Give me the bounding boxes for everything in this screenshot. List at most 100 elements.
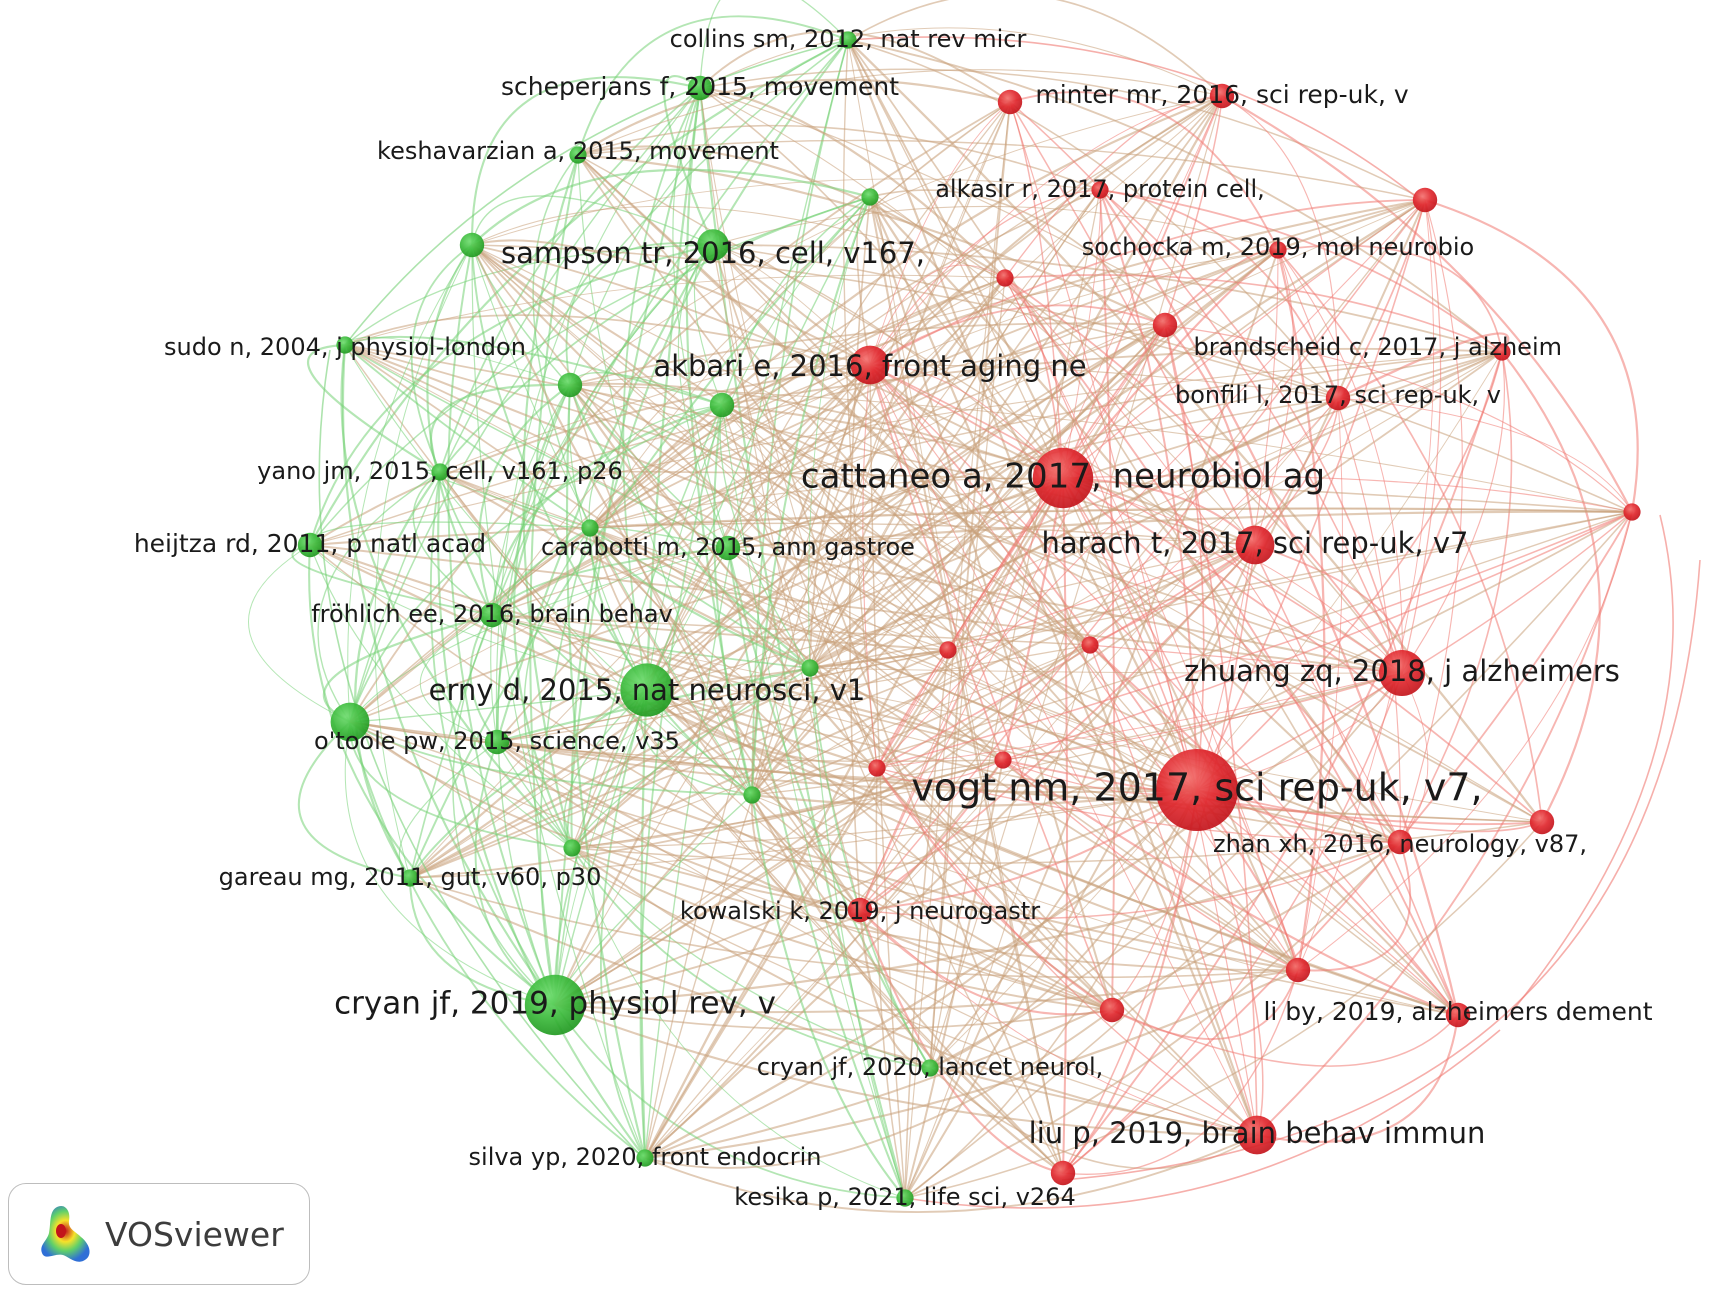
node-label-frohlich: fröhlich ee, 2016, brain behav: [311, 600, 673, 628]
citation-link: [471, 205, 1006, 279]
network-node-r_g[interactable]: [939, 641, 957, 659]
citation-link: [410, 244, 473, 473]
citation-link: [571, 847, 1299, 972]
network-node-liu[interactable]: [1237, 1115, 1277, 1155]
network-node-yano[interactable]: [431, 463, 449, 481]
citation-link: [904, 649, 949, 1199]
citation-link: [344, 344, 1401, 843]
network-node-r_c[interactable]: [996, 269, 1014, 287]
network-node-r_a[interactable]: [997, 89, 1023, 115]
citation-link: [751, 644, 1091, 796]
network-node-cryan2020[interactable]: [921, 1059, 939, 1077]
network-node-erny[interactable]: [620, 663, 674, 717]
network-node-g_d[interactable]: [581, 519, 599, 537]
network-node-g_g[interactable]: [330, 702, 370, 742]
network-node-g_f[interactable]: [743, 786, 761, 804]
citation-link: [727, 397, 1339, 549]
network-node-scheperjans[interactable]: [687, 75, 713, 101]
citation-link: [309, 544, 1403, 674]
citation-link: [1062, 544, 1256, 1174]
citation-link: [571, 759, 1004, 850]
citation-link: [308, 544, 556, 1006]
network-node-silva[interactable]: [636, 1149, 654, 1167]
citation-link: [644, 477, 1064, 1159]
network-node-g_a[interactable]: [459, 232, 485, 258]
network-node-bonfili[interactable]: [1325, 385, 1351, 411]
citation-link: [317, 471, 441, 723]
network-node-liby[interactable]: [1445, 1002, 1471, 1028]
network-node-otoole[interactable]: [484, 729, 510, 755]
network-node-g_e[interactable]: [801, 659, 819, 677]
citation-link: [497, 384, 571, 1006]
network-node-g_i[interactable]: [563, 839, 581, 857]
network-node-g_b[interactable]: [861, 188, 879, 206]
network-node-sampson[interactable]: [697, 229, 729, 261]
network-node-r_f[interactable]: [1081, 636, 1099, 654]
network-node-harach[interactable]: [1235, 525, 1275, 565]
citation-link: [1297, 397, 1343, 971]
node-label-scheperjans: scheperjans f, 2015, movement: [501, 72, 899, 101]
citation-link: [719, 404, 811, 669]
citation-link: [721, 403, 1256, 546]
citation-link: [471, 195, 714, 246]
network-node-r_h[interactable]: [868, 759, 886, 777]
network-node-frohlich[interactable]: [479, 602, 505, 628]
network-node-carabotti[interactable]: [715, 535, 741, 561]
network-node-r_d[interactable]: [1152, 312, 1178, 338]
citation-link: [349, 721, 1459, 1016]
network-node-r_b[interactable]: [1412, 187, 1438, 213]
citation-link: [309, 244, 714, 546]
citation-link: [1009, 91, 1279, 251]
network-node-kowalski[interactable]: [847, 897, 873, 923]
citation-link: [554, 196, 871, 1006]
network-node-heijtza[interactable]: [297, 532, 323, 558]
network-node-cryan2019[interactable]: [524, 974, 586, 1036]
citation-link: [471, 239, 871, 366]
network-node-r_m[interactable]: [1529, 809, 1555, 835]
network-node-sochocka[interactable]: [1269, 241, 1287, 259]
network-node-r_e[interactable]: [1623, 503, 1641, 521]
citation-link: [471, 244, 1299, 971]
network-node-keshavarzian[interactable]: [569, 146, 587, 164]
network-node-vogt[interactable]: [1156, 749, 1238, 831]
network-node-sudo[interactable]: [336, 336, 354, 354]
citation-link: [868, 196, 1065, 1174]
network-node-r_l[interactable]: [994, 751, 1012, 769]
citation-link: [869, 364, 906, 1199]
network-node-brandscheid[interactable]: [1493, 343, 1511, 361]
network-node-cattaneo[interactable]: [1032, 447, 1094, 509]
citation-link: [663, 75, 714, 246]
citation-link: [491, 324, 1166, 616]
citation-link: [349, 101, 1011, 723]
citation-link: [588, 404, 723, 529]
network-node-akbari[interactable]: [850, 345, 890, 385]
citation-link: [589, 527, 878, 769]
network-node-g_c[interactable]: [557, 372, 583, 398]
citation-link: [859, 477, 1064, 911]
citation-link: [644, 841, 1401, 1160]
citation-link: [1089, 397, 1339, 646]
citation-link: [349, 721, 1543, 823]
citation-link: [699, 86, 1006, 279]
network-node-collins[interactable]: [839, 31, 857, 49]
network-node-r_i[interactable]: [1285, 957, 1311, 983]
citation-link: [712, 244, 1503, 353]
node-label-silva: silva yp, 2020, front endocrin: [469, 1143, 822, 1171]
citation-link: [809, 101, 1011, 669]
network-node-g_h[interactable]: [709, 392, 735, 418]
citation-link: [869, 189, 1166, 326]
network-node-alkasir[interactable]: [1091, 181, 1109, 199]
network-node-minter[interactable]: [1209, 83, 1235, 109]
network-node-zhan[interactable]: [1387, 829, 1413, 855]
network-node-gareau[interactable]: [401, 869, 419, 887]
network-node-zhuang[interactable]: [1379, 650, 1425, 696]
network-node-r_j[interactable]: [1099, 997, 1125, 1023]
citation-link: [751, 794, 1113, 1011]
citation-link: [589, 277, 1006, 529]
citation-link: [571, 847, 931, 1069]
network-node-kesika[interactable]: [896, 1189, 914, 1207]
citation-link: [809, 648, 949, 670]
citation-link: [496, 741, 931, 1069]
network-node-r_k[interactable]: [1050, 1160, 1076, 1186]
citation-link: [569, 322, 1166, 386]
